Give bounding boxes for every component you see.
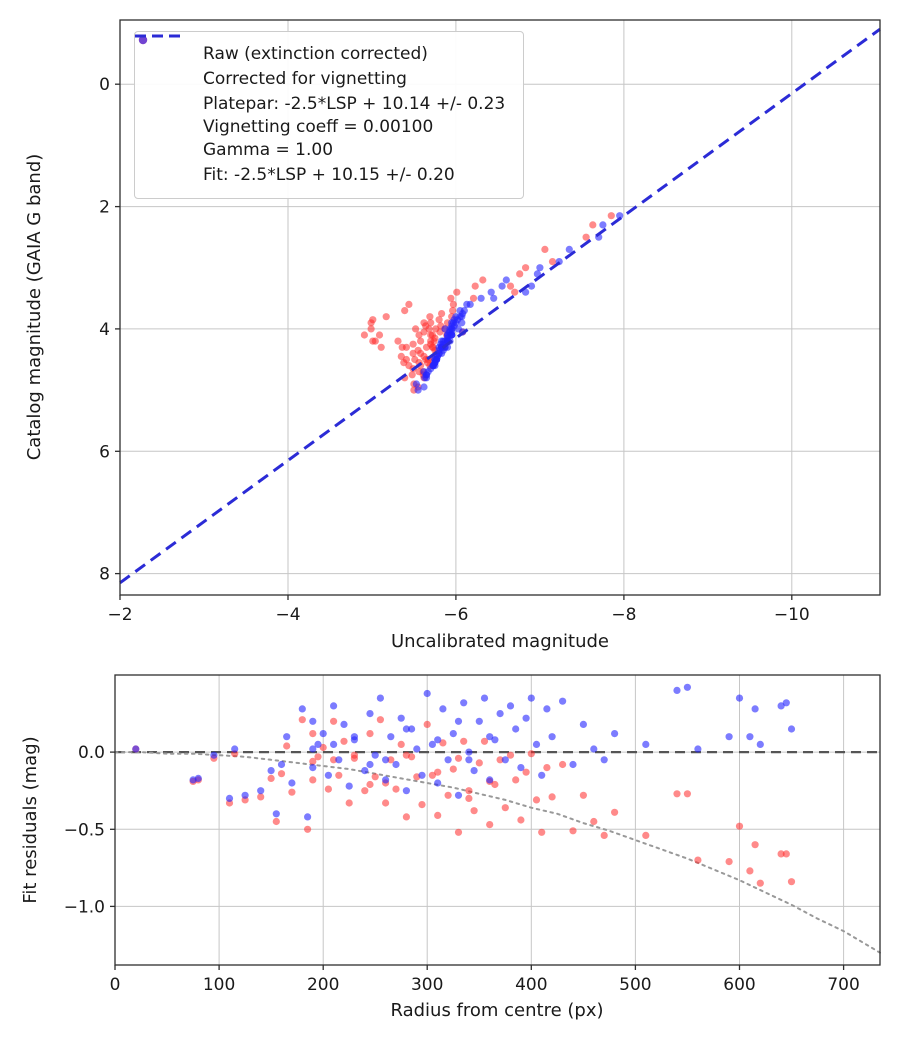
- svg-text:400: 400: [515, 975, 547, 995]
- svg-text:0: 0: [99, 75, 110, 95]
- svg-text:200: 200: [307, 975, 339, 995]
- svg-text:−1.0: −1.0: [64, 897, 105, 917]
- series-corrected-residuals: [132, 683, 796, 821]
- platepar-line-2: Vignetting coeff = 0.00100: [203, 116, 434, 137]
- bottom-plot-ylabel: Fit residuals (mag): [20, 736, 41, 903]
- platepar-line-3: Gamma = 1.00: [203, 139, 334, 160]
- legend-label-raw: Raw (extinction corrected): [203, 44, 428, 64]
- tick-labels: 0 100 200 300 400 500 600 700 0.0 −0.5 −1.0: [64, 743, 860, 995]
- legend-label-fit: Fit: -2.5*LSP + 10.15 +/- 0.20: [203, 164, 455, 185]
- bottom-plot-xlabel: Radius from centre (px): [390, 1000, 603, 1021]
- svg-text:700: 700: [827, 975, 859, 995]
- series-fit-line: [119, 27, 881, 585]
- svg-text:500: 500: [619, 975, 651, 995]
- svg-text:0: 0: [110, 975, 121, 995]
- series-raw: [360, 212, 615, 394]
- svg-text:−0.5: −0.5: [64, 820, 105, 840]
- platepar-line-1: Platepar: -2.5*LSP + 10.14 +/- 0.23: [203, 93, 506, 114]
- legend-item-raw: Raw (extinction corrected): [138, 35, 505, 66]
- svg-text:4: 4: [99, 320, 110, 340]
- svg-text:−8: −8: [611, 605, 636, 625]
- svg-text:100: 100: [203, 975, 235, 995]
- top-plot-ylabel: Catalog magnitude (GAIA G band): [24, 154, 45, 461]
- plot-frame: [114, 674, 881, 966]
- top-plot-xlabel: Uncalibrated magnitude: [391, 631, 609, 652]
- svg-text:8: 8: [99, 565, 110, 585]
- legend-item-platepar: Platepar: -2.5*LSP + 10.14 +/- 0.23 Vign…: [135, 34, 505, 162]
- svg-text:0.0: 0.0: [78, 743, 105, 763]
- svg-text:2: 2: [99, 198, 110, 218]
- svg-text:−10: −10: [774, 605, 810, 625]
- plot-frame: [119, 19, 881, 596]
- series-corrected: [412, 212, 624, 394]
- legend: Raw (extinction corrected) Corrected for…: [134, 31, 525, 199]
- grid-lines: [114, 675, 880, 965]
- series-vignetting-model: [114, 751, 881, 954]
- tick-labels: −2 −4 −6 −8 −10 0 2 4 6 8: [99, 75, 810, 625]
- svg-text:−2: −2: [107, 605, 132, 625]
- legend-item-fit: Fit: -2.5*LSP + 10.15 +/- 0.20: [135, 34, 505, 187]
- svg-text:−6: −6: [443, 605, 468, 625]
- svg-text:−4: −4: [275, 605, 300, 625]
- series-raw-residuals: [132, 716, 796, 887]
- svg-text:300: 300: [411, 975, 443, 995]
- legend-item-corrected: Corrected for vignetting: [138, 35, 505, 91]
- svg-text:600: 600: [723, 975, 755, 995]
- legend-label-platepar: Platepar: -2.5*LSP + 10.14 +/- 0.23 Vign…: [203, 93, 505, 162]
- legend-label-corrected: Corrected for vignetting: [203, 68, 407, 89]
- plot-fit-residuals: 0 100 200 300 400 500 600 700 0.0 −0.5 −1.0: [64, 674, 881, 995]
- svg-text:6: 6: [99, 442, 110, 462]
